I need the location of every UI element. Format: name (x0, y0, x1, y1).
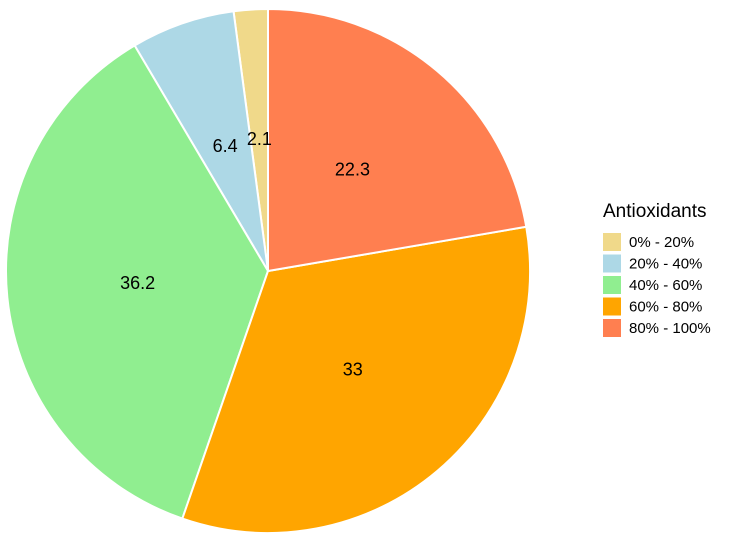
legend-key (603, 276, 621, 294)
pie: 2.1 6.4 36.2 33 22.3 (5, 7, 531, 534)
legend-label: 40% - 60% (629, 277, 702, 294)
pie-slice (5, 44, 270, 520)
slice-label: 22.3 (335, 160, 370, 180)
legend-key (603, 254, 621, 273)
legend-label: 60% - 80% (629, 298, 702, 315)
legend-key (603, 297, 621, 316)
legend-key (603, 319, 621, 337)
legend-key (603, 233, 621, 251)
slice-label: 33 (343, 360, 363, 380)
legend: Antioxidants 0% - 20% 20% - 40% 40% - 60% 6… (603, 201, 711, 337)
slice-label: 2.1 (247, 129, 272, 149)
pie-slice (181, 225, 531, 534)
slice-label: 6.4 (213, 136, 238, 156)
slice-label: 36.2 (120, 273, 155, 293)
legend-label: 0% - 20% (629, 234, 694, 251)
legend-title: Antioxidants (603, 201, 707, 222)
legend-label: 20% - 40% (629, 255, 702, 272)
pie-slice (267, 7, 528, 273)
legend-label: 80% - 100% (629, 320, 711, 337)
